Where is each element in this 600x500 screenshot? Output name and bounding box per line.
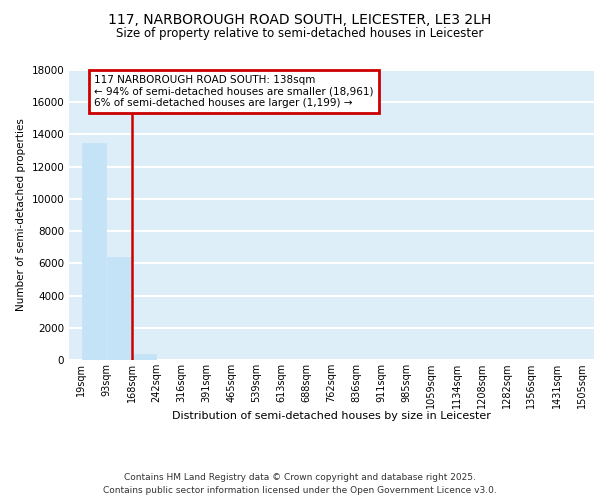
Bar [132, 354, 157, 360]
X-axis label: Distribution of semi-detached houses by size in Leicester: Distribution of semi-detached houses by … [172, 411, 491, 421]
Text: 117 NARBOROUGH ROAD SOUTH: 138sqm
← 94% of semi-detached houses are smaller (18,: 117 NARBOROUGH ROAD SOUTH: 138sqm ← 94% … [94, 75, 373, 108]
Text: Contains public sector information licensed under the Open Government Licence v3: Contains public sector information licen… [103, 486, 497, 495]
Bar [82, 142, 106, 360]
Y-axis label: Number of semi-detached properties: Number of semi-detached properties [16, 118, 26, 312]
Bar [107, 257, 131, 360]
Text: Size of property relative to semi-detached houses in Leicester: Size of property relative to semi-detach… [116, 28, 484, 40]
Text: 117, NARBOROUGH ROAD SOUTH, LEICESTER, LE3 2LH: 117, NARBOROUGH ROAD SOUTH, LEICESTER, L… [109, 12, 491, 26]
Text: Contains HM Land Registry data © Crown copyright and database right 2025.: Contains HM Land Registry data © Crown c… [124, 472, 476, 482]
